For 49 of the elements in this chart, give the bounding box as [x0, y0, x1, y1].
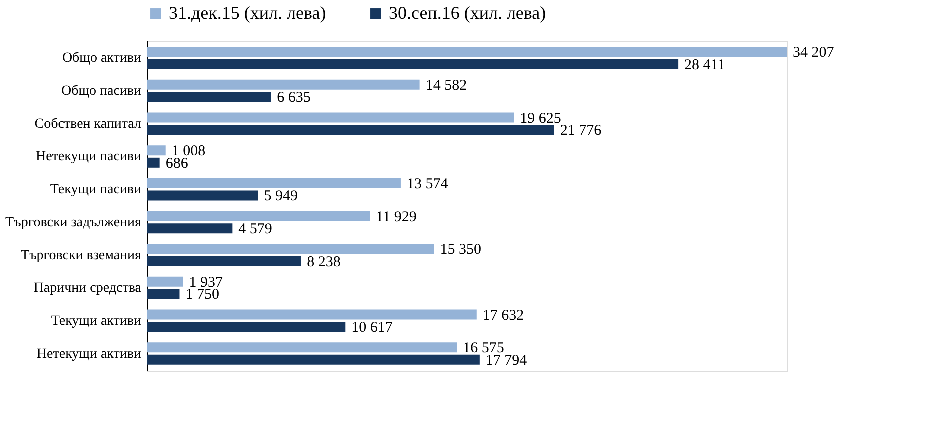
bar	[147, 289, 180, 300]
bar	[147, 354, 480, 365]
bar	[147, 80, 420, 90]
bar	[147, 310, 477, 320]
bar	[147, 125, 554, 136]
data-label: 10 617	[352, 320, 394, 336]
data-label: 17 632	[482, 308, 524, 324]
bar	[147, 158, 160, 168]
y-tick-label: Търговски задължения	[6, 215, 142, 230]
data-label: 4 579	[238, 222, 272, 238]
bar	[147, 342, 458, 353]
data-label: 686	[166, 156, 189, 172]
bar	[147, 244, 434, 254]
bar	[147, 190, 258, 201]
data-label: 13 574	[406, 176, 449, 192]
y-tick-label: Нетекущи пасиви	[36, 150, 142, 165]
bar	[147, 59, 679, 70]
bar	[147, 178, 401, 188]
data-label: 5 949	[264, 188, 298, 205]
data-label: 28 411	[684, 57, 726, 74]
bar	[147, 211, 370, 222]
y-tick-label: Текущи пасиви	[50, 182, 142, 198]
data-label: 34 207	[793, 45, 835, 62]
data-label: 17 794	[486, 352, 528, 369]
data-label: 6 635	[277, 90, 311, 106]
bar	[147, 256, 302, 266]
data-label: 21 776	[560, 123, 602, 140]
y-tick-label: Търговски вземания	[21, 248, 142, 264]
y-tick-label: Парични средства	[34, 281, 142, 296]
bar	[147, 112, 514, 123]
bar	[147, 224, 233, 234]
data-label: 1 750	[186, 287, 220, 304]
y-tick-label: Текущи активи	[51, 314, 142, 329]
data-label: 8 238	[307, 254, 341, 270]
legend-label: 31.дек.15 (хил. лева)	[169, 3, 326, 23]
y-tick-label: Общо пасиви	[61, 84, 142, 100]
y-tick-label: Нетекущи активи	[36, 346, 142, 362]
data-label: 19 625	[520, 110, 562, 127]
bar	[147, 146, 166, 156]
data-label: 11 929	[376, 209, 417, 226]
bar	[147, 322, 346, 332]
legend-label: 30.сеп.16 (хил. лева)	[389, 3, 546, 23]
y-tick-label: Собствен капитал	[34, 116, 142, 132]
bar	[147, 276, 184, 287]
data-label: 14 582	[426, 78, 468, 94]
data-label: 15 350	[440, 242, 482, 258]
bar	[147, 47, 787, 58]
bar	[147, 92, 272, 102]
y-tick-label: Общо активи	[62, 51, 142, 66]
